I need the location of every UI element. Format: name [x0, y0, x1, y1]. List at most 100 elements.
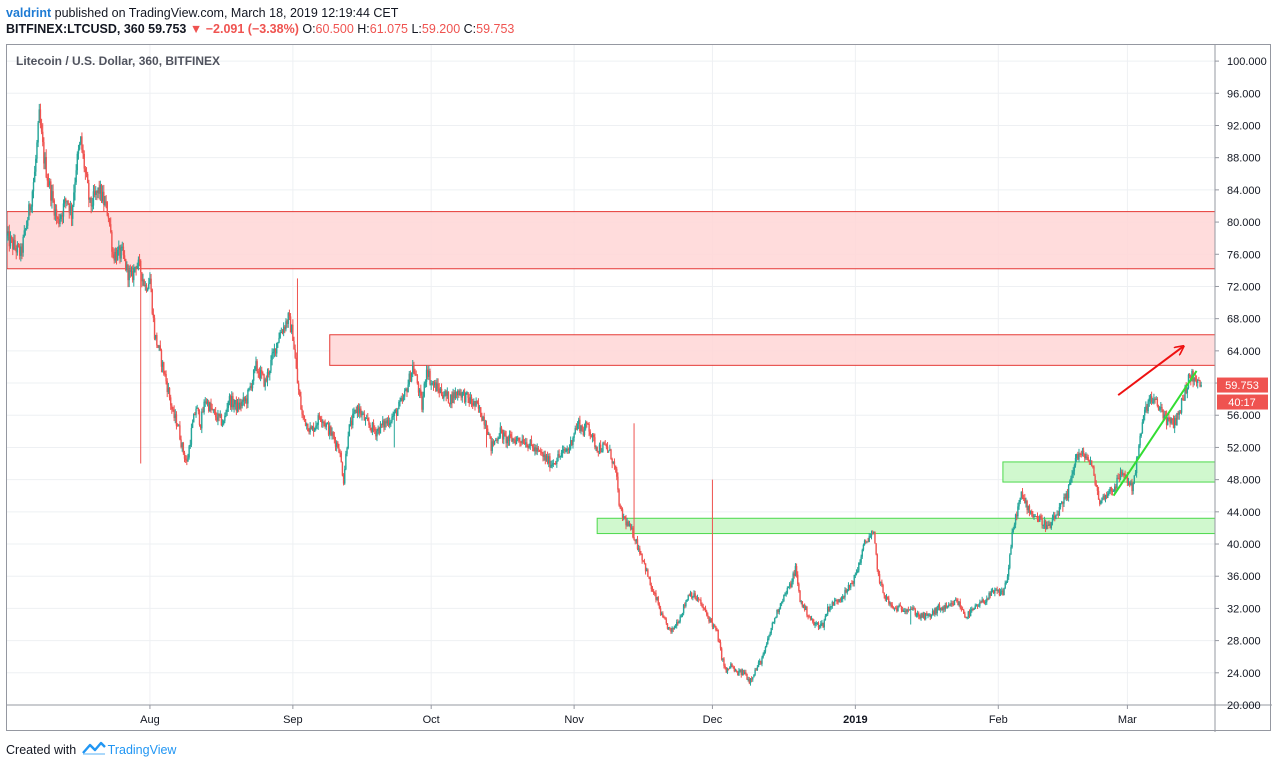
- publish-info: valdrint published on TradingView.com, M…: [6, 5, 398, 21]
- candle: [903, 608, 905, 613]
- x-tick-label: Nov: [564, 714, 584, 726]
- candle: [746, 673, 748, 680]
- candle-body: [246, 398, 248, 404]
- candle: [90, 196, 92, 214]
- candle: [627, 520, 629, 527]
- candle-body: [614, 465, 617, 469]
- candle-body: [278, 337, 280, 343]
- candle: [785, 590, 787, 597]
- candle: [582, 426, 585, 437]
- candle: [121, 241, 123, 251]
- candle: [91, 197, 93, 212]
- candle: [531, 444, 534, 452]
- candle-body: [885, 596, 888, 600]
- candle-body: [647, 569, 649, 577]
- candle-body: [136, 265, 138, 269]
- candle-body: [850, 583, 852, 588]
- candle-body: [582, 430, 585, 436]
- candle: [183, 450, 186, 463]
- green-trendline[interactable]: [1112, 370, 1198, 497]
- candle: [1081, 447, 1084, 457]
- x-tick-label: Mar: [1118, 714, 1137, 726]
- candle-body: [327, 423, 330, 435]
- time-axis[interactable]: Aug Sep Oct Nov Dec 2019 Feb Mar: [140, 705, 1137, 726]
- candle: [226, 402, 228, 416]
- candle-body: [405, 388, 407, 391]
- candle: [639, 545, 641, 556]
- candle-body: [173, 409, 175, 419]
- candle-body: [874, 531, 876, 544]
- red-trend-arrow[interactable]: [1117, 347, 1183, 396]
- candle-body: [658, 604, 661, 609]
- candle-body: [649, 577, 651, 586]
- candle-body: [823, 620, 825, 628]
- candle: [832, 601, 835, 606]
- author-link[interactable]: valdrint: [6, 6, 52, 20]
- candle: [687, 594, 689, 601]
- candle: [1186, 387, 1189, 399]
- candle-body: [1116, 477, 1118, 488]
- candle-body: [78, 144, 81, 150]
- candle: [610, 448, 612, 460]
- candle: [694, 590, 696, 600]
- candle: [103, 184, 105, 212]
- candle: [597, 450, 600, 457]
- candle: [187, 453, 189, 462]
- candle: [906, 608, 908, 615]
- candle-body: [318, 415, 321, 419]
- candle-body: [93, 191, 96, 195]
- price-axis[interactable]: 100.00096.00092.00088.00084.00080.00076.…: [1215, 56, 1267, 712]
- candle: [1200, 381, 1202, 388]
- candle-body: [519, 440, 521, 442]
- candle: [264, 377, 266, 391]
- candle-body: [544, 454, 546, 461]
- candle: [637, 544, 640, 552]
- candle-body: [191, 422, 194, 428]
- candle: [330, 425, 332, 437]
- candle: [611, 457, 613, 469]
- candle: [1029, 510, 1032, 515]
- candle-body: [308, 431, 310, 433]
- candle-body: [1054, 515, 1056, 520]
- candle: [97, 187, 99, 199]
- candle-body: [739, 669, 741, 671]
- candle-body: [870, 533, 873, 537]
- resistance-zone: [329, 334, 1216, 366]
- price-chart[interactable]: 100.00096.00092.00088.00084.00080.00076.…: [7, 45, 1272, 732]
- candle: [836, 599, 838, 605]
- candle: [436, 378, 438, 392]
- candle: [367, 412, 369, 422]
- candle-body: [1071, 474, 1073, 479]
- candle-body: [32, 182, 35, 192]
- candle-body: [620, 508, 623, 510]
- candle-body: [903, 611, 905, 613]
- chart-frame[interactable]: 100.000 96.000 92.000 88.000 84.000 80.000 76.…: [6, 44, 1272, 732]
- candle: [569, 436, 572, 451]
- candle: [824, 613, 827, 621]
- candle: [516, 435, 519, 442]
- candle: [1094, 473, 1096, 486]
- candle-body: [550, 464, 552, 468]
- tradingview-brand-link[interactable]: TradingView: [107, 743, 177, 757]
- candle-body: [127, 264, 129, 281]
- candle-body: [450, 394, 452, 405]
- candle-body: [644, 563, 647, 572]
- candle: [1164, 410, 1167, 416]
- candle: [211, 403, 213, 411]
- candle-body: [359, 408, 361, 414]
- candle-body: [282, 326, 285, 333]
- candle: [662, 611, 664, 618]
- candle-body: [169, 397, 172, 406]
- candle-body: [786, 587, 789, 594]
- candle-body: [1035, 516, 1038, 518]
- candle: [38, 103, 40, 123]
- candle: [1073, 463, 1076, 476]
- candle-body: [632, 527, 634, 538]
- candle: [201, 408, 203, 434]
- candle-body: [1179, 411, 1182, 413]
- candle: [981, 596, 983, 603]
- trendlines[interactable]: [1112, 347, 1198, 497]
- candle-body: [364, 418, 367, 421]
- candle-body: [1134, 473, 1137, 476]
- candle: [454, 387, 457, 400]
